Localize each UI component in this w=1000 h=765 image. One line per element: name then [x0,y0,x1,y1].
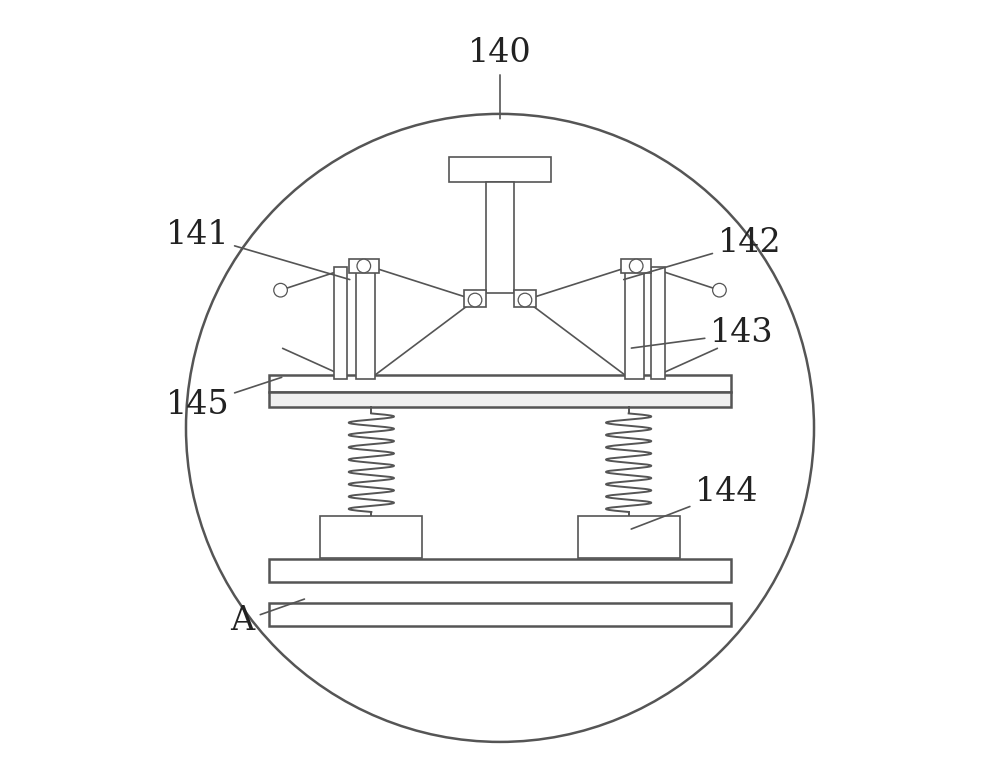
Text: A: A [231,599,304,636]
Circle shape [629,259,643,273]
Bar [334,267,347,379]
Bar [269,558,731,581]
Bar [269,375,731,392]
Text: 141: 141 [166,219,350,279]
Circle shape [357,259,371,273]
Bar [621,259,651,273]
Bar [625,267,644,379]
Text: 144: 144 [631,477,759,529]
Bar [486,182,514,293]
Bar [578,516,680,558]
Text: 143: 143 [631,317,774,350]
Bar [449,157,551,182]
Circle shape [518,293,532,307]
Circle shape [713,283,726,297]
Circle shape [274,283,287,297]
Circle shape [468,293,482,307]
Bar [356,267,375,379]
Text: 140: 140 [468,37,532,119]
Bar [349,259,379,273]
Bar [269,392,731,407]
Bar [269,604,731,626]
Bar [464,290,486,307]
Bar [514,290,536,307]
Bar [320,516,422,558]
Text: 145: 145 [165,377,282,422]
Bar [651,267,665,379]
Text: 142: 142 [624,226,782,279]
